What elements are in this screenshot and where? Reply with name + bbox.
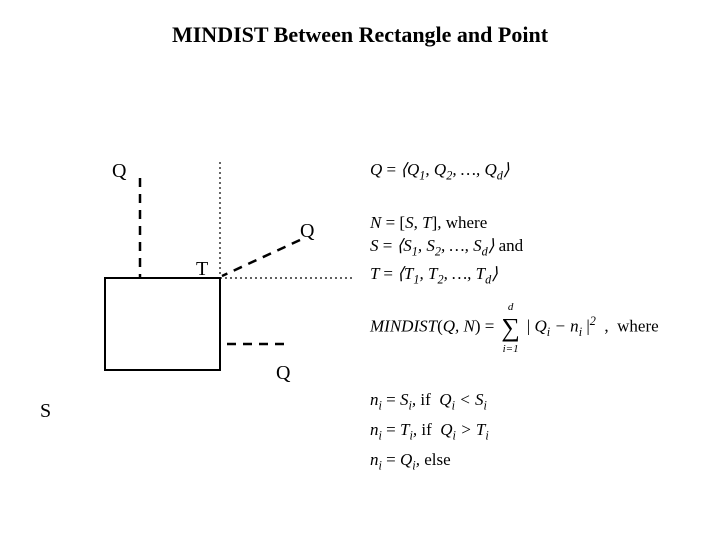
formula-N: N = [S, T], where S = ⟨S1, S2, …, Sd⟩ an…	[370, 212, 523, 292]
label-Q-right: Q	[300, 220, 314, 243]
dist-q2	[222, 240, 300, 276]
label-Q-bottom: Q	[276, 362, 290, 385]
label-Q-top: Q	[112, 160, 126, 183]
formula-mindist: MINDIST(Q, N) = d ∑ i=1 | Qi − ni |2 , w…	[370, 314, 659, 341]
diagram-svg	[0, 0, 720, 540]
label-T: T	[196, 258, 208, 281]
sigma-icon: d ∑ i=1	[499, 315, 523, 341]
rectangle-N	[105, 278, 220, 370]
label-S: S	[40, 400, 51, 423]
formula-cases: ni = Si, if Qi < Si ni = Ti, if Qi > Ti …	[370, 388, 489, 479]
formula-Q: Q = ⟨Q1, Q2, …, Qd⟩	[370, 160, 510, 183]
